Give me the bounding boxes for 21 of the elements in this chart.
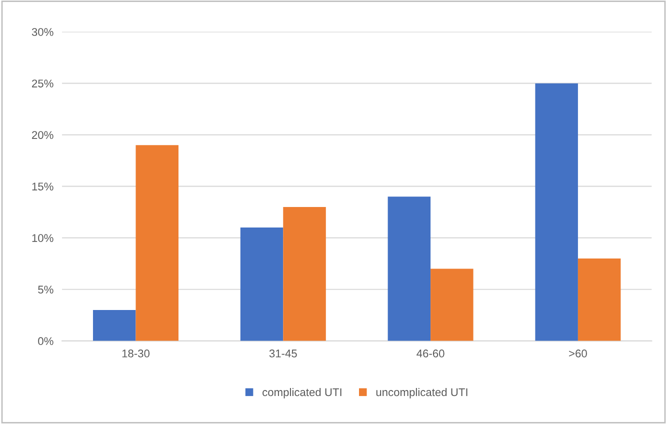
bar: [92, 310, 136, 341]
y-tick-label: 5%: [38, 286, 54, 294]
y-tick-label: 20%: [32, 131, 54, 139]
bar: [578, 258, 621, 341]
bar: [136, 145, 178, 341]
y-tick-label: 10%: [32, 234, 54, 242]
bar: [430, 268, 474, 341]
legend-label: complicated UTI: [262, 388, 342, 398]
x-tick-label: >60: [569, 350, 587, 358]
y-tick-label: 25%: [32, 80, 54, 88]
bar: [535, 83, 578, 341]
legend-label: uncomplicated UTI: [376, 388, 468, 398]
bar: [388, 196, 431, 341]
y-tick-label: 15%: [32, 182, 54, 190]
x-tick-label: 31-45: [269, 350, 297, 358]
y-tick-label: 30%: [32, 28, 54, 36]
y-tick-label: 0%: [38, 337, 54, 346]
bar: [240, 228, 284, 341]
bar: [283, 206, 326, 341]
x-tick-label: 46-60: [416, 350, 444, 358]
x-tick-label: 18-30: [122, 350, 150, 358]
